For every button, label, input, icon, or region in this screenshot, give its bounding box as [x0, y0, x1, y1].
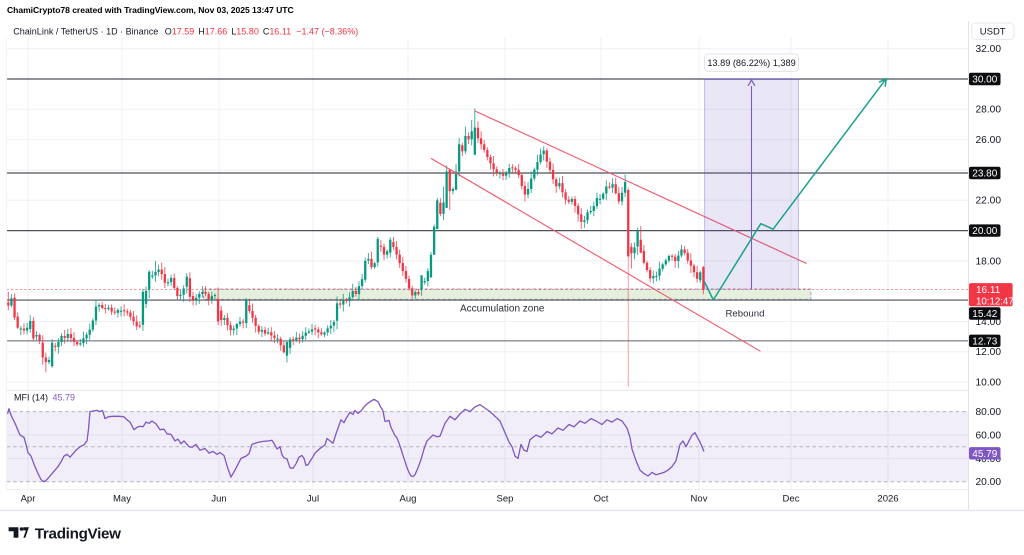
- svg-text:30.00: 30.00: [972, 75, 997, 86]
- svg-text:Aug: Aug: [400, 494, 417, 505]
- svg-text:14.00: 14.00: [976, 317, 1002, 328]
- svg-text:10:12:47: 10:12:47: [976, 296, 1014, 307]
- svg-text:Jun: Jun: [211, 494, 226, 505]
- svg-text:15.42: 15.42: [972, 309, 997, 320]
- svg-text:MFI (14) 45.79: MFI (14) 45.79: [14, 392, 75, 402]
- svg-text:ChainLink / TetherUS · 1D · Bi: ChainLink / TetherUS · 1D · Binance O17.…: [13, 26, 358, 36]
- svg-text:12.73: 12.73: [972, 336, 997, 347]
- svg-text:60.00: 60.00: [976, 430, 1002, 441]
- svg-text:USDT: USDT: [980, 27, 1006, 38]
- svg-text:20.00: 20.00: [976, 477, 1002, 488]
- svg-text:Rebound: Rebound: [726, 308, 765, 319]
- svg-text:Accumulation zone: Accumulation zone: [460, 304, 545, 315]
- svg-text:32.00: 32.00: [976, 44, 1002, 55]
- svg-text:Oct: Oct: [594, 494, 609, 505]
- svg-text:Apr: Apr: [21, 494, 36, 505]
- svg-text:20.00: 20.00: [972, 226, 997, 237]
- svg-text:23.80: 23.80: [972, 169, 997, 180]
- svg-text:Nov: Nov: [691, 494, 708, 505]
- svg-text:80.00: 80.00: [976, 407, 1002, 418]
- svg-text:2026: 2026: [877, 494, 898, 505]
- svg-text:May: May: [113, 494, 131, 505]
- svg-text:18.00: 18.00: [976, 256, 1002, 267]
- svg-text:Dec: Dec: [783, 494, 800, 505]
- svg-text:10.00: 10.00: [976, 378, 1002, 389]
- svg-text:22.00: 22.00: [976, 196, 1002, 207]
- svg-text:45.79: 45.79: [972, 449, 997, 460]
- svg-text:13.89 (86.22%) 1,389: 13.89 (86.22%) 1,389: [707, 58, 795, 68]
- svg-text:12.00: 12.00: [976, 347, 1002, 358]
- svg-text:Jul: Jul: [307, 494, 319, 505]
- svg-text:28.00: 28.00: [976, 105, 1002, 116]
- svg-text:Sep: Sep: [497, 494, 514, 505]
- svg-text:16.11: 16.11: [976, 285, 1001, 296]
- svg-text:26.00: 26.00: [976, 135, 1002, 146]
- svg-text:TradingView: TradingView: [35, 525, 121, 542]
